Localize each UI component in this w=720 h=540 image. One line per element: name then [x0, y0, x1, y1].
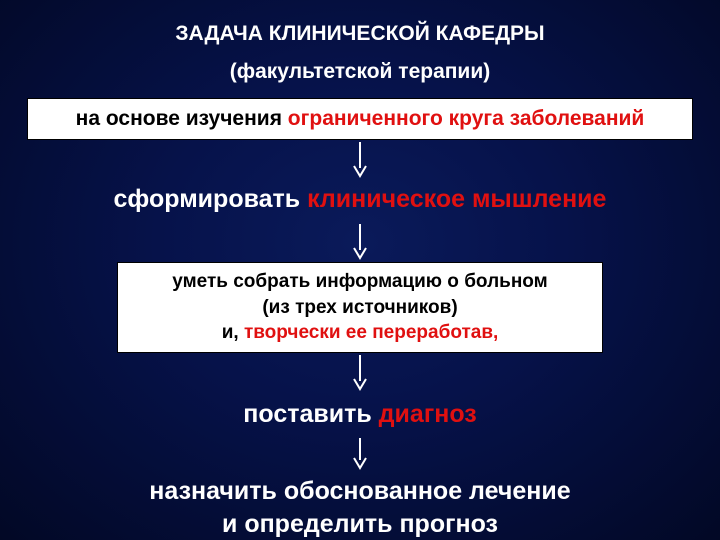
think-pre: сформировать: [114, 185, 308, 213]
text-diagnosis: поставить диагноз: [243, 398, 476, 431]
subtitle-text: (факультетской терапии): [230, 60, 491, 83]
box-collect-info: уметь собрать информацию о больном (из т…: [117, 262, 603, 353]
final-l2: и определить прогноз: [222, 510, 498, 538]
box-basis-pre: на основе изучения: [76, 107, 288, 130]
title: ЗАДАЧА КЛИНИЧЕСКОЙ КАФЕДРЫ: [175, 22, 544, 46]
arrow-down-icon: [350, 436, 370, 471]
subtitle: (факультетской терапии): [230, 60, 491, 84]
box2-l1-rest: собрать информацию о больном: [233, 271, 547, 292]
box2-l3-pre: и,: [222, 322, 244, 343]
arrow-down-icon: [350, 140, 370, 179]
box2-l3-red: творчески ее переработав,: [244, 322, 498, 343]
final-l1-rest: обоснованное лечение: [284, 477, 571, 505]
box2-l1-pre: уметь: [172, 271, 233, 292]
box-basis-red: ограниченного круга заболеваний: [288, 107, 645, 130]
title-text: ЗАДАЧА КЛИНИЧЕСКОЙ КАФЕДРЫ: [175, 22, 544, 45]
text-form-thinking: сформировать клиническое мышление: [114, 183, 607, 216]
diag-pre: поставить: [243, 400, 378, 428]
arrow-down-icon: [350, 353, 370, 392]
arrow-down-icon: [350, 222, 370, 261]
think-red: клиническое мышление: [307, 185, 606, 213]
slide-root: ЗАДАЧА КЛИНИЧЕСКОЙ КАФЕДРЫ (факультетско…: [0, 0, 720, 540]
box2-l2: (из трех источников): [262, 297, 457, 318]
text-treatment-prognosis: назначить обоснованное лечение и определ…: [149, 475, 570, 540]
box-basis: на основе изучения ограниченного круга з…: [27, 98, 693, 140]
diag-red: диагноз: [379, 400, 477, 428]
final-l1-pre: назначить: [149, 477, 284, 505]
